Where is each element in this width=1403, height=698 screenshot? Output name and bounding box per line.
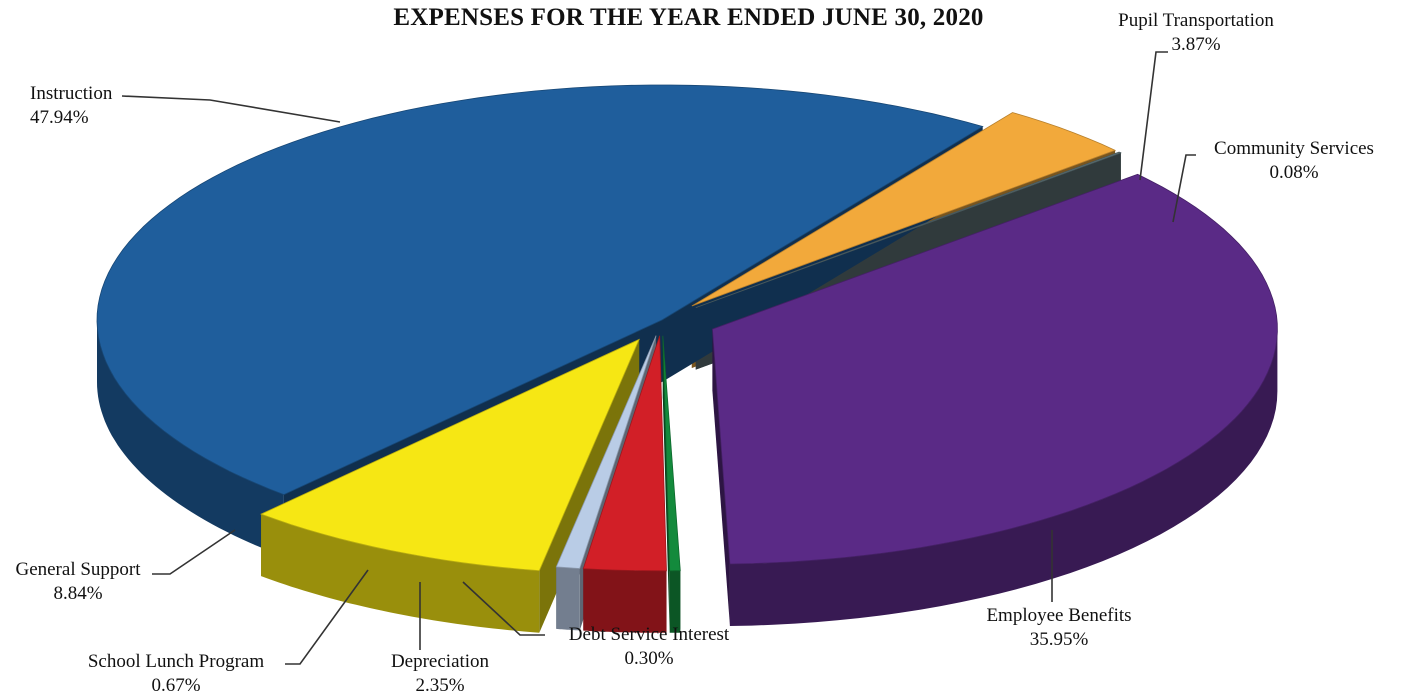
chart-title: EXPENSES FOR THE YEAR ENDED JUNE 30, 202… — [393, 4, 984, 31]
leader-line-6 — [285, 569, 369, 665]
slice-wall-4 — [662, 335, 670, 633]
slice-percent: 0.08% — [1269, 162, 1319, 183]
leader-line-2 — [1172, 154, 1196, 223]
slice-percent: 47.94% — [30, 107, 89, 128]
slice-rim-6 — [556, 566, 580, 631]
slice-name: Instruction — [30, 83, 113, 104]
leader-line-4 — [462, 581, 545, 636]
slice-percent: 8.84% — [53, 583, 103, 604]
pie-slice-general-support — [260, 338, 640, 572]
slice-name: General Support — [15, 559, 141, 580]
pie-slice-pupil-transportation — [691, 112, 1117, 307]
leader-line-1 — [1139, 51, 1168, 181]
slice-name: Community Services — [1214, 138, 1374, 159]
slice-rim-5 — [583, 568, 667, 633]
slice-name: Employee Benefits — [986, 605, 1132, 626]
slice-percent: 2.35% — [415, 675, 465, 696]
pie-slice-community-services — [695, 151, 1122, 309]
leader-line-7 — [152, 529, 236, 575]
pie-slice-employee-benefits — [712, 173, 1278, 565]
slice-rim-4 — [669, 570, 681, 633]
pie-slice-instruction — [96, 84, 984, 496]
slice-label-pupil-transportation: Pupil Transportation 3.87% — [1118, 9, 1274, 57]
slice-name: Depreciation — [390, 651, 490, 672]
pie-slice-school-lunch-program — [555, 335, 657, 569]
slice-label-debt-service-interest: Debt Service Interest 0.30% — [569, 623, 729, 671]
slice-percent: 0.30% — [624, 648, 674, 669]
slice-label-depreciation: Depreciation 2.35% — [391, 650, 489, 698]
slice-label-school-lunch-program: School Lunch Program 0.67% — [88, 650, 264, 698]
slice-label-employee-benefits: Employee Benefits 35.95% — [986, 604, 1131, 652]
slice-label-general-support: General Support 8.84% — [15, 558, 140, 606]
slice-label-instruction: Instruction 47.94% — [30, 82, 112, 130]
slice-percent: 3.87% — [1171, 34, 1221, 55]
leader-line-0 — [121, 95, 341, 123]
pie-slice-debt-service-interest — [662, 335, 681, 572]
slice-rim-0 — [97, 320, 284, 557]
slice-percent: 0.67% — [151, 675, 201, 696]
slice-name: Pupil Transportation — [1118, 10, 1274, 31]
slice-wall-3 — [712, 329, 730, 627]
slice-rim-7 — [261, 514, 540, 633]
slice-percent: 35.95% — [1029, 629, 1089, 650]
slice-rim-3 — [729, 329, 1278, 626]
pie-slice-depreciation — [582, 335, 667, 572]
slice-name: Debt Service Interest — [568, 624, 730, 645]
slice-label-community-services: Community Services 0.08% — [1214, 137, 1374, 185]
slice-name: School Lunch Program — [87, 651, 265, 672]
